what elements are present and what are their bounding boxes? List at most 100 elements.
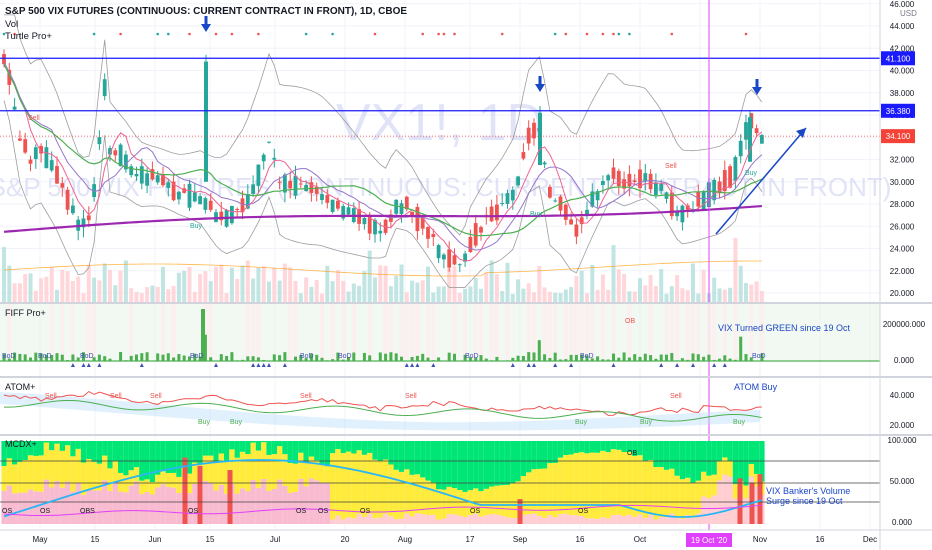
fiff-up-marker bbox=[510, 363, 515, 367]
fiff-bar bbox=[490, 360, 494, 361]
fiff-red-zone bbox=[426, 304, 430, 360]
mcdx-retail-bar bbox=[128, 485, 134, 524]
volume-bar bbox=[526, 283, 531, 302]
candle-body bbox=[696, 191, 701, 207]
fiff-panel-title[interactable]: FIFF Pro+ bbox=[5, 308, 46, 318]
fiff-bar bbox=[569, 354, 573, 361]
mcdx-hotmoney-bar bbox=[33, 455, 39, 492]
candle-body bbox=[569, 219, 573, 225]
atom-tick-label: 20.000 bbox=[890, 421, 915, 430]
volume-bar bbox=[214, 266, 218, 302]
fiff-red-zone bbox=[251, 304, 256, 360]
volume-bar bbox=[473, 278, 478, 302]
mcdx-banker-bar bbox=[367, 441, 373, 453]
mcdx-retail-bar bbox=[86, 489, 92, 524]
mcdx-hotmoney-bar bbox=[229, 449, 235, 484]
down-arrow-marker bbox=[201, 16, 211, 32]
candle-body bbox=[336, 200, 340, 209]
mcdx-banker-bar bbox=[351, 441, 357, 454]
volume-label[interactable]: Vol bbox=[5, 19, 18, 30]
mcdx-retail-bar bbox=[467, 515, 474, 524]
mcdx-banker-bar bbox=[102, 441, 108, 456]
mcdx-retail-bar bbox=[653, 519, 659, 524]
fiff-tick-label: 200000.000 bbox=[883, 320, 926, 329]
mcdx-retail-bar bbox=[208, 483, 214, 524]
mcdx-banker-bar bbox=[277, 441, 283, 447]
level-price-tag bbox=[881, 103, 915, 118]
volume-bar bbox=[60, 269, 65, 302]
mcdx-banker-bar bbox=[732, 441, 739, 485]
fiff-bar bbox=[140, 353, 144, 361]
chart-title[interactable]: S&P 500 VIX FUTURES (CONTINUOUS: CURRENT… bbox=[5, 6, 407, 17]
turtle-pro-label[interactable]: Turtle Pro+ bbox=[5, 31, 52, 42]
mcdx-banker-bar bbox=[330, 441, 336, 454]
fiff-red-zone bbox=[161, 304, 165, 360]
mcdx-retail-bar bbox=[155, 487, 161, 524]
fiff-up-marker bbox=[404, 363, 409, 367]
mcdx-banker-bar bbox=[685, 441, 691, 478]
mcdx-retail-bar bbox=[568, 515, 574, 524]
mcdx-retail-bar bbox=[637, 514, 643, 524]
fiff-bar bbox=[309, 353, 313, 361]
mcdx-banker-bar bbox=[229, 441, 235, 450]
candle-body bbox=[177, 191, 181, 200]
volume-bar bbox=[325, 265, 330, 302]
mcdx-hotmoney-bar bbox=[287, 462, 293, 494]
mcdx-retail-bar bbox=[510, 517, 516, 524]
fiff-bar bbox=[718, 358, 721, 361]
volume-bar bbox=[399, 264, 404, 302]
fiff-up-marker bbox=[267, 363, 271, 367]
mcdx-banker-bar bbox=[377, 441, 383, 461]
fiff-bar bbox=[347, 356, 350, 361]
candle-body bbox=[367, 214, 372, 234]
channel-lower-line bbox=[3, 100, 763, 288]
volume-bar bbox=[638, 278, 642, 302]
candle-body bbox=[92, 184, 96, 198]
fiff-red-zone bbox=[590, 304, 595, 360]
mcdx-banker-bar bbox=[234, 441, 240, 458]
candle-body bbox=[579, 217, 584, 225]
fiff-bar bbox=[278, 355, 282, 361]
fiff-bar bbox=[256, 357, 260, 361]
mcdx-retail-bar bbox=[414, 513, 421, 524]
down-arrow-marker bbox=[535, 76, 545, 92]
candle-body bbox=[463, 253, 467, 262]
fiff-bar bbox=[686, 359, 690, 361]
mcdx-hotmoney-bar bbox=[213, 460, 219, 491]
mcdx-hotmoney-bar bbox=[6, 458, 12, 486]
mcdx-banker-bar bbox=[398, 441, 405, 472]
volume-bar bbox=[447, 268, 452, 302]
mcdx-retail-bar bbox=[674, 517, 680, 524]
volume-bar bbox=[744, 282, 748, 302]
mcdx-retail-bar bbox=[271, 488, 277, 524]
mcdx-hotmoney-bar bbox=[277, 446, 283, 480]
mcdx-banker-bar bbox=[584, 441, 590, 454]
mcdx-retail-bar bbox=[139, 493, 145, 524]
mcdx-retail-bar bbox=[489, 514, 495, 524]
volume-bar bbox=[632, 291, 637, 302]
fiff-red-zone bbox=[600, 304, 605, 360]
volume-bar bbox=[166, 289, 171, 302]
mcdx-retail-bar bbox=[552, 517, 558, 524]
volume-bar bbox=[203, 271, 208, 302]
volume-bar bbox=[585, 293, 589, 302]
fiff-red-zone bbox=[479, 304, 483, 360]
mcdx-banker-bar bbox=[356, 441, 362, 451]
fiff-bar bbox=[696, 354, 700, 361]
mcdx-hotmoney-bar bbox=[176, 476, 182, 494]
fiff-bar bbox=[272, 354, 276, 361]
atom-panel-title[interactable]: ATOM+ bbox=[5, 382, 35, 392]
volume-bar bbox=[81, 293, 86, 302]
fiff-bar bbox=[325, 360, 329, 361]
mcdx-retail-bar bbox=[165, 486, 171, 524]
mcdx-panel-title[interactable]: MCDX+ bbox=[5, 439, 37, 449]
fiff-bod-label: BoD bbox=[465, 353, 479, 360]
volume-bar bbox=[86, 264, 91, 302]
ma-slow-line bbox=[3, 204, 762, 233]
price-tick-label: 24.000 bbox=[890, 245, 915, 254]
fiff-bar bbox=[182, 355, 186, 361]
fiff-up-marker bbox=[675, 363, 680, 367]
mcdx-hotmoney-bar bbox=[616, 449, 622, 515]
highlight-date-tag bbox=[686, 533, 732, 547]
mcdx-banker-bar bbox=[49, 441, 55, 451]
